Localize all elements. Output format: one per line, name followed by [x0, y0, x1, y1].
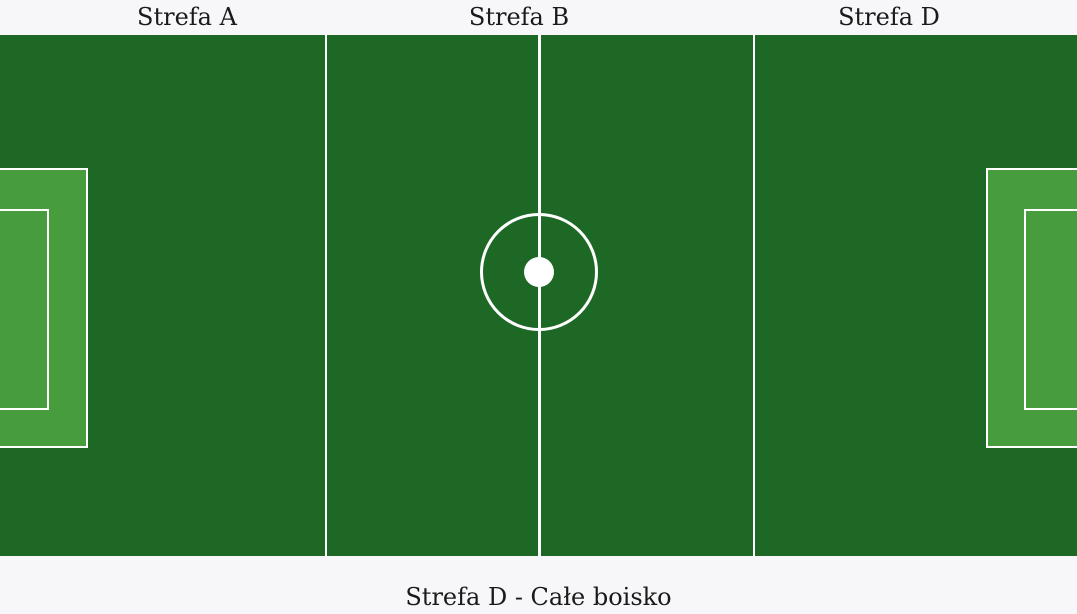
- pitch-caption: Strefa D - Całe boisko: [405, 583, 672, 611]
- center-spot: [524, 257, 554, 287]
- penalty-area-right: [986, 168, 1077, 448]
- zone-b-label: Strefa B: [468, 3, 570, 31]
- goal-area-right: [1024, 209, 1077, 410]
- zone-a-label: Strefa A: [137, 3, 237, 31]
- zone-d-label: Strefa D: [838, 3, 940, 31]
- center-circle: [480, 213, 598, 331]
- zone-divider-right: [753, 35, 755, 556]
- penalty-area-left: [0, 168, 88, 448]
- zone-divider-left: [325, 35, 327, 556]
- goal-area-left: [0, 209, 49, 410]
- football-pitch: [0, 35, 1077, 556]
